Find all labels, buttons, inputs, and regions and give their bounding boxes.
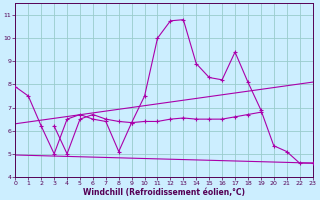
X-axis label: Windchill (Refroidissement éolien,°C): Windchill (Refroidissement éolien,°C) <box>83 188 245 197</box>
